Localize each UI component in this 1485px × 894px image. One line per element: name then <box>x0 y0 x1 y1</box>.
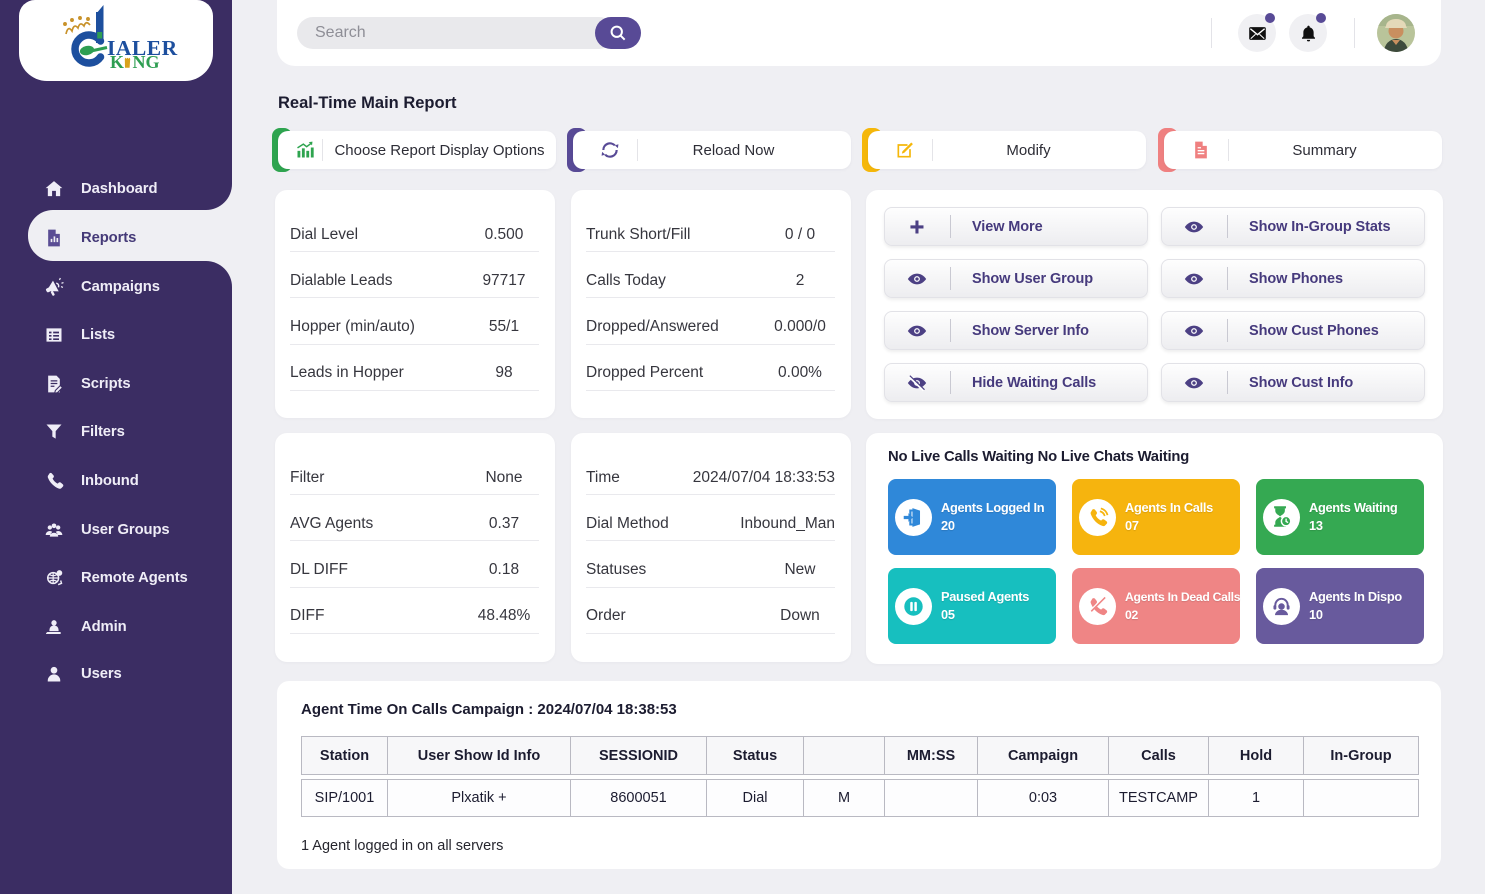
svg-text:NG: NG <box>133 52 160 72</box>
svg-text:K: K <box>110 52 124 72</box>
svg-text:IALER: IALER <box>107 36 178 60</box>
